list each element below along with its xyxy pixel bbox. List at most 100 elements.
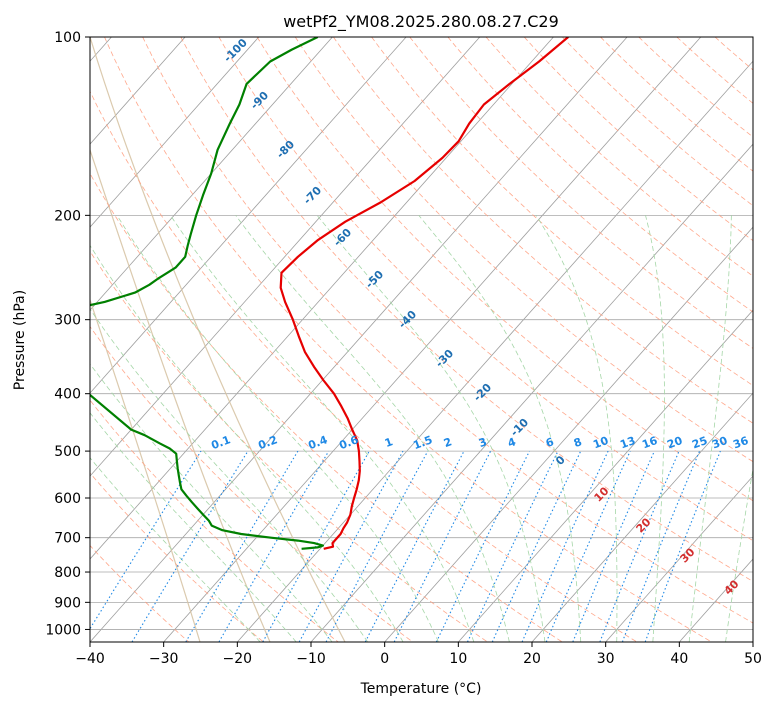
mixing-ratio-line bbox=[644, 450, 721, 642]
dry-adiabat-line bbox=[447, 37, 753, 313]
mixing-ratio-label: 0.1 bbox=[209, 433, 232, 452]
mixing-ratio-label: 1 bbox=[383, 435, 395, 450]
y-tick-label: 100 bbox=[54, 30, 81, 46]
dry-adiabat-label: -30 bbox=[433, 347, 456, 370]
isotherm-line bbox=[752, 641, 753, 642]
moist-adiabat-line bbox=[90, 412, 297, 642]
isotherm-line bbox=[90, 37, 554, 560]
moist-adiabat-line bbox=[535, 215, 618, 642]
moist-adiabat-line bbox=[90, 244, 404, 642]
dry-adiabat-line bbox=[485, 37, 753, 277]
mixing-ratio-line bbox=[599, 450, 680, 642]
x-tick-label: −10 bbox=[296, 651, 326, 667]
y-tick-label: 500 bbox=[54, 444, 81, 460]
dry-adiabat-line bbox=[90, 544, 190, 642]
x-tick-label: −40 bbox=[75, 651, 105, 667]
moist-adiabat-label: 40 bbox=[722, 577, 742, 597]
mixing-ratio-line bbox=[466, 450, 559, 642]
mixing-ratio-label: 0.6 bbox=[337, 433, 360, 452]
moist-adiabat-line bbox=[688, 215, 732, 642]
mixing-ratio-line bbox=[262, 450, 370, 642]
dry-adiabat-line bbox=[104, 37, 712, 642]
background-curve bbox=[90, 299, 201, 642]
mixing-ratio-line bbox=[325, 450, 429, 642]
background-curve bbox=[90, 37, 346, 642]
mixing-ratio-lines bbox=[90, 450, 721, 642]
dry-adiabat-line bbox=[371, 37, 753, 387]
x-tick-label: 40 bbox=[670, 651, 688, 667]
mixing-ratio-label: 6 bbox=[544, 435, 556, 450]
dry-adiabat-line bbox=[714, 37, 753, 71]
dry-adiabat-line bbox=[333, 37, 753, 424]
isotherm-line bbox=[90, 37, 333, 311]
dry-adiabat-line bbox=[638, 37, 753, 138]
isotherm-line bbox=[458, 309, 753, 642]
x-tick-label: 50 bbox=[744, 651, 762, 667]
mixing-ratio-line bbox=[185, 450, 299, 642]
dry-adiabat-line bbox=[90, 250, 488, 642]
mixing-ratio-line bbox=[131, 450, 249, 642]
mixing-ratio-line bbox=[218, 450, 330, 642]
y-tick-label: 400 bbox=[54, 387, 81, 403]
background-curve bbox=[90, 149, 271, 642]
mixing-ratio-label: 36 bbox=[731, 434, 750, 452]
mixing-ratio-line bbox=[90, 450, 202, 630]
isotherm-line bbox=[384, 226, 753, 642]
dry-adiabat-line bbox=[218, 37, 753, 542]
mixing-ratio-label: 0.4 bbox=[306, 433, 329, 452]
y-tick-label: 700 bbox=[54, 531, 81, 547]
dry-adiabat-label: -40 bbox=[396, 308, 419, 331]
dry-adiabat-line bbox=[90, 472, 264, 642]
isotherm-line bbox=[163, 37, 702, 642]
moist-adiabat-line bbox=[170, 215, 475, 642]
isotherm-line bbox=[605, 475, 753, 642]
mixing-ratio-label: 13 bbox=[618, 434, 637, 451]
mixing-ratio-label: 25 bbox=[690, 434, 709, 451]
x-tick-label: 30 bbox=[597, 651, 615, 667]
dry-adiabat-line bbox=[90, 90, 638, 642]
dry-adiabat-line bbox=[523, 37, 753, 242]
moist-adiabat-line bbox=[90, 363, 333, 642]
x-tick-label: −20 bbox=[223, 651, 253, 667]
x-tick-label: 0 bbox=[380, 651, 389, 667]
y-tick-label: 900 bbox=[54, 595, 81, 611]
mixing-ratio-label: 16 bbox=[640, 434, 659, 452]
mixing-ratio-line bbox=[572, 450, 655, 642]
mixing-ratio-label: 3 bbox=[477, 435, 489, 450]
isotherm-lines bbox=[90, 37, 753, 642]
isotherm-line bbox=[310, 143, 753, 642]
mixing-ratio-line bbox=[491, 450, 582, 642]
temperature-profile-line bbox=[279, 37, 569, 550]
moist-adiabat-line bbox=[645, 215, 665, 642]
moist-adiabat-line bbox=[316, 215, 546, 642]
dry-adiabat-line bbox=[90, 325, 414, 642]
x-tick-label: 20 bbox=[523, 651, 541, 667]
mixing-ratio-line bbox=[364, 450, 465, 642]
x-tick-label: 10 bbox=[449, 651, 467, 667]
moist-adiabat-line bbox=[90, 457, 261, 642]
mixing-ratio-line bbox=[393, 450, 492, 642]
dewpoint-profile-line bbox=[90, 37, 324, 550]
mixing-ratio-label: 30 bbox=[710, 434, 729, 452]
mixing-ratio-line bbox=[545, 450, 631, 642]
dry-adiabat-line bbox=[409, 37, 753, 349]
dry-adiabat-line bbox=[562, 37, 753, 207]
dry-adiabat-label: -100 bbox=[221, 36, 250, 65]
mixing-ratio-line bbox=[621, 450, 701, 642]
y-tick-label: 600 bbox=[54, 491, 81, 507]
dry-adiabat-line bbox=[294, 37, 753, 463]
y-tick-label: 300 bbox=[54, 313, 81, 329]
mixing-ratio-label: 0.2 bbox=[256, 433, 279, 452]
background-curves bbox=[90, 37, 346, 642]
dry-adiabat-label: -90 bbox=[248, 89, 271, 112]
isotherm-line bbox=[531, 392, 753, 642]
dry-adiabat-line bbox=[256, 37, 753, 502]
mixing-ratio-line bbox=[521, 450, 609, 642]
isotherm-line bbox=[90, 37, 186, 145]
isotherm-line bbox=[90, 37, 407, 394]
moist-adiabat-line bbox=[90, 308, 369, 642]
mixing-ratio-label: 10 bbox=[591, 434, 610, 452]
plot-frame bbox=[89, 36, 754, 643]
dry-adiabat-line bbox=[180, 37, 753, 582]
